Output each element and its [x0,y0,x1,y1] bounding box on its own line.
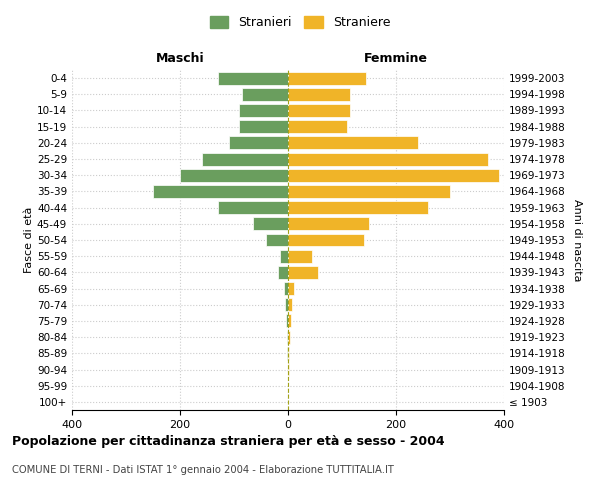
Bar [288,185,450,198]
Bar [288,330,290,344]
Text: COMUNE DI TERNI - Dati ISTAT 1° gennaio 2004 - Elaborazione TUTTITALIA.IT: COMUNE DI TERNI - Dati ISTAT 1° gennaio … [12,465,394,475]
Bar [288,234,364,246]
Bar [253,218,288,230]
Bar [288,266,318,279]
Y-axis label: Anni di nascita: Anni di nascita [572,198,582,281]
Bar [180,169,288,181]
Legend: Stranieri, Straniere: Stranieri, Straniere [205,11,395,34]
Bar [218,72,288,85]
Bar [266,234,288,246]
Bar [242,88,288,101]
Text: Popolazione per cittadinanza straniera per età e sesso - 2004: Popolazione per cittadinanza straniera p… [12,435,445,448]
Bar [280,250,288,262]
Bar [288,298,292,311]
Bar [288,104,350,117]
Bar [278,266,288,279]
Bar [239,104,288,117]
Bar [288,347,289,360]
Bar [218,201,288,214]
Y-axis label: Fasce di età: Fasce di età [24,207,34,273]
Bar [153,185,288,198]
Bar [286,314,288,328]
Bar [288,88,350,101]
Bar [288,282,295,295]
Bar [288,314,290,328]
Bar [288,72,366,85]
Bar [288,201,428,214]
Bar [286,298,288,311]
Bar [288,169,499,181]
Bar [239,120,288,133]
Bar [288,218,369,230]
Text: Maschi: Maschi [155,52,205,65]
Bar [288,136,418,149]
Bar [229,136,288,149]
Bar [284,282,288,295]
Bar [288,152,488,166]
Bar [202,152,288,166]
Bar [287,330,288,344]
Bar [288,120,347,133]
Bar [288,250,313,262]
Text: Femmine: Femmine [364,52,428,65]
